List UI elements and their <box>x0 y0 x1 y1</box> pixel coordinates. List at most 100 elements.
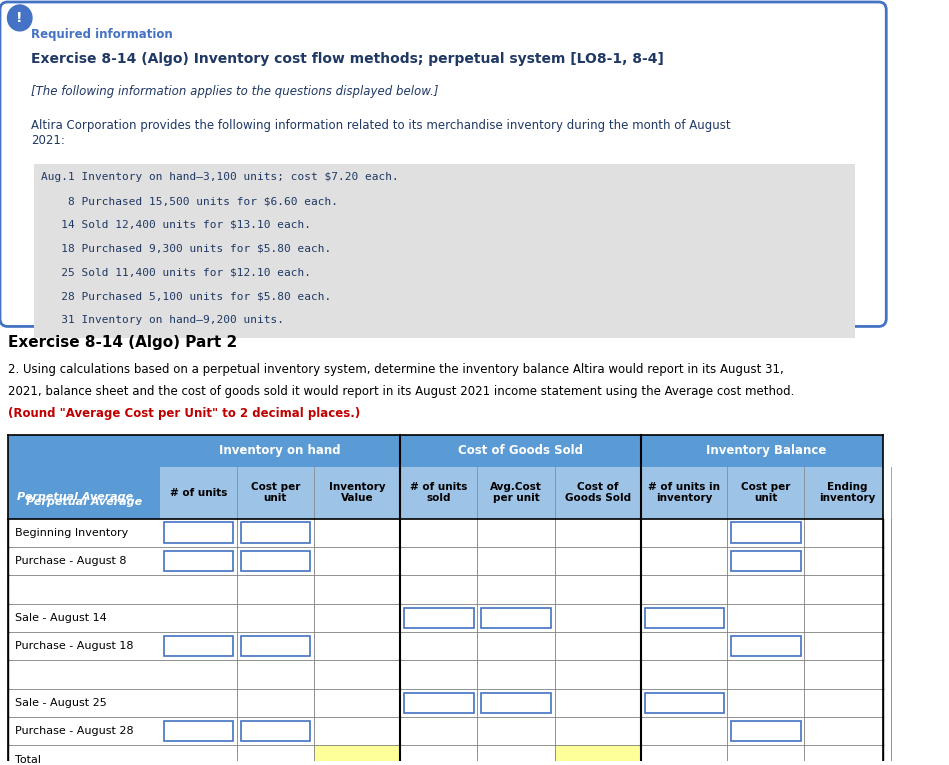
Bar <box>805 604 891 632</box>
Bar <box>554 632 641 660</box>
FancyBboxPatch shape <box>644 607 724 628</box>
Bar <box>728 575 805 604</box>
Bar <box>641 688 728 717</box>
Bar <box>641 604 728 632</box>
Bar <box>8 745 159 765</box>
Bar <box>477 519 554 547</box>
Text: Altira Corporation provides the following information related to its merchandise: Altira Corporation provides the followin… <box>31 119 731 148</box>
Bar <box>400 688 477 717</box>
Bar <box>8 632 159 660</box>
Text: # of units
sold: # of units sold <box>410 482 468 503</box>
Bar <box>400 604 477 632</box>
Bar <box>477 717 554 745</box>
Text: 31 Inventory on hand–9,200 units.: 31 Inventory on hand–9,200 units. <box>42 315 285 325</box>
Text: Purchase - August 8: Purchase - August 8 <box>15 556 126 566</box>
Text: # of units in
inventory: # of units in inventory <box>648 482 720 503</box>
FancyBboxPatch shape <box>731 636 801 656</box>
Bar <box>641 632 728 660</box>
FancyBboxPatch shape <box>404 607 474 628</box>
Text: Exercise 8-14 (Algo) Part 2: Exercise 8-14 (Algo) Part 2 <box>8 335 236 350</box>
Bar <box>400 575 477 604</box>
Text: Beginning Inventory: Beginning Inventory <box>15 528 128 538</box>
Bar <box>314 519 400 547</box>
Bar <box>477 745 554 765</box>
FancyBboxPatch shape <box>241 721 310 741</box>
Circle shape <box>8 5 32 31</box>
Bar <box>477 604 554 632</box>
Bar <box>477 660 554 688</box>
Text: !: ! <box>16 11 23 25</box>
FancyBboxPatch shape <box>731 551 801 571</box>
Text: Avg.Cost
per unit: Avg.Cost per unit <box>490 482 542 503</box>
Bar <box>728 717 805 745</box>
Bar <box>805 519 891 547</box>
Bar <box>159 632 237 660</box>
Text: Purchase - August 18: Purchase - August 18 <box>15 641 134 651</box>
Bar <box>314 575 400 604</box>
Bar <box>8 519 159 547</box>
Text: Aug.1 Inventory on hand–3,100 units; cost $7.20 each.: Aug.1 Inventory on hand–3,100 units; cos… <box>42 172 400 182</box>
Text: Inventory Balance: Inventory Balance <box>706 444 827 457</box>
FancyBboxPatch shape <box>163 721 233 741</box>
Text: Cost of
Goods Sold: Cost of Goods Sold <box>565 482 631 503</box>
Bar <box>237 547 314 575</box>
Bar <box>805 547 891 575</box>
Bar <box>805 660 891 688</box>
Text: 2. Using calculations based on a perpetual inventory system, determine the inven: 2. Using calculations based on a perpetu… <box>8 363 783 376</box>
Bar <box>159 547 237 575</box>
Bar <box>554 547 641 575</box>
Bar <box>159 717 237 745</box>
Bar <box>728 604 805 632</box>
Bar <box>554 604 641 632</box>
Bar <box>554 519 641 547</box>
Bar <box>554 575 641 604</box>
Bar <box>237 660 314 688</box>
Bar <box>237 519 314 547</box>
Text: Total: Total <box>15 754 41 764</box>
Bar <box>8 660 159 688</box>
Bar <box>159 604 237 632</box>
Bar <box>805 575 891 604</box>
Text: Sale - August 25: Sale - August 25 <box>15 698 107 708</box>
Bar <box>728 745 805 765</box>
Bar <box>314 632 400 660</box>
Text: 25 Sold 11,400 units for $12.10 each.: 25 Sold 11,400 units for $12.10 each. <box>42 268 311 278</box>
Bar <box>237 575 314 604</box>
Text: Sale - August 14: Sale - August 14 <box>15 613 107 623</box>
Bar <box>805 745 891 765</box>
Bar <box>641 575 728 604</box>
Bar <box>159 660 237 688</box>
Text: 18 Purchased 9,300 units for $5.80 each.: 18 Purchased 9,300 units for $5.80 each. <box>42 244 331 254</box>
Bar <box>400 547 477 575</box>
Text: 28 Purchased 5,100 units for $5.80 each.: 28 Purchased 5,100 units for $5.80 each. <box>42 291 331 301</box>
Bar <box>477 632 554 660</box>
FancyBboxPatch shape <box>481 607 550 628</box>
Bar <box>34 164 855 338</box>
Bar <box>159 575 237 604</box>
Bar <box>641 745 728 765</box>
Bar <box>728 519 805 547</box>
FancyBboxPatch shape <box>481 692 550 713</box>
Text: Inventory on hand: Inventory on hand <box>219 444 341 457</box>
Bar <box>400 519 477 547</box>
Text: 8 Purchased 15,500 units for $6.60 each.: 8 Purchased 15,500 units for $6.60 each. <box>42 196 339 206</box>
Bar <box>8 717 159 745</box>
Bar <box>400 745 477 765</box>
Text: Inventory
Value: Inventory Value <box>328 482 385 503</box>
Bar <box>728 688 805 717</box>
Bar <box>554 745 641 765</box>
Bar <box>8 467 159 519</box>
Bar <box>641 547 728 575</box>
FancyBboxPatch shape <box>731 721 801 741</box>
Bar <box>314 547 400 575</box>
Bar <box>8 604 159 632</box>
Bar <box>400 717 477 745</box>
FancyBboxPatch shape <box>163 636 233 656</box>
FancyBboxPatch shape <box>241 551 310 571</box>
Bar <box>554 660 641 688</box>
Bar <box>400 660 477 688</box>
Bar <box>237 717 314 745</box>
Bar <box>641 519 728 547</box>
Text: 14 Sold 12,400 units for $13.10 each.: 14 Sold 12,400 units for $13.10 each. <box>42 220 311 230</box>
Bar <box>641 660 728 688</box>
